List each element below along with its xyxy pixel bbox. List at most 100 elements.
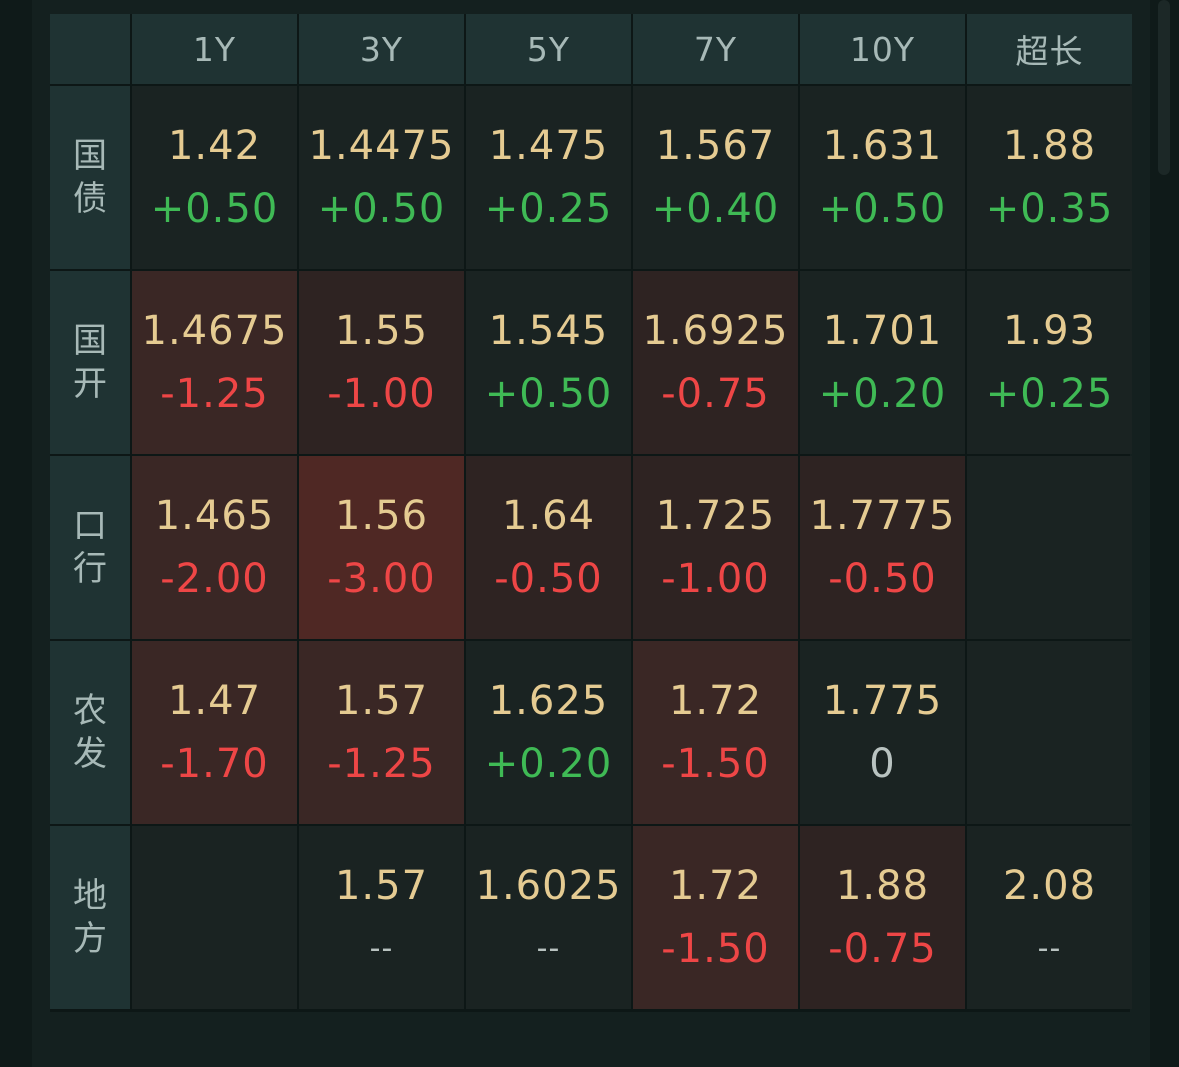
quote-cell-exim-10y[interactable]: 1.7775 -0.50 [800, 456, 965, 639]
bp-change-value: +0.40 [651, 186, 780, 232]
quote-cell-local-gov-5y[interactable]: 1.6025 -- [466, 826, 631, 1009]
yield-value: 2.08 [1002, 863, 1097, 909]
bp-change-value: +0.50 [317, 186, 446, 232]
yield-value: 1.4675 [141, 308, 288, 354]
quote-cell-cdb-10y[interactable]: 1.701 +0.20 [800, 271, 965, 454]
bp-change-value: +0.25 [484, 186, 613, 232]
bp-change-value: +0.25 [985, 371, 1114, 417]
bp-change-value: -1.00 [327, 371, 436, 417]
quote-cell-treasury-ultra-long[interactable]: 1.88 +0.35 [967, 86, 1132, 269]
bp-change-value: +0.35 [985, 186, 1114, 232]
quote-cell-cdb-ultra-long[interactable]: 1.93 +0.25 [967, 271, 1132, 454]
quote-cell-exim-5y[interactable]: 1.64 -0.50 [466, 456, 631, 639]
grid-corner [50, 14, 130, 84]
yield-value: 1.725 [655, 493, 776, 539]
yield-value: 1.72 [668, 678, 763, 724]
yield-value: 1.93 [1002, 308, 1097, 354]
bond-yield-grid: 1Y 3Y 5Y 7Y 10Y 超长 国债 1.42 +0.50 1.4475 +0.5… [50, 14, 1132, 1012]
quote-cell-adbc-10y[interactable]: 1.775 0 [800, 641, 965, 824]
quote-cell-treasury-1y[interactable]: 1.42 +0.50 [132, 86, 297, 269]
row-header-local-gov[interactable]: 地方 [50, 826, 130, 1009]
column-header-5y[interactable]: 5Y [466, 14, 631, 84]
bp-change-value: +0.20 [818, 371, 947, 417]
bp-change-value: +0.20 [484, 741, 613, 787]
yield-value: 1.55 [334, 308, 429, 354]
yield-value: 1.465 [154, 493, 275, 539]
row-header-treasury[interactable]: 国债 [50, 86, 130, 269]
bp-change-value: -1.25 [160, 371, 269, 417]
yield-value: 1.701 [822, 308, 943, 354]
yield-value: 1.775 [822, 678, 943, 724]
row-header-char: 国 [73, 135, 107, 176]
row-header-char: 发 [73, 733, 107, 774]
yield-value: 1.475 [488, 123, 609, 169]
yield-value: 1.631 [822, 123, 943, 169]
row-header-char: 地 [73, 875, 107, 916]
quote-cell-adbc-3y[interactable]: 1.57 -1.25 [299, 641, 464, 824]
bp-change-value: -0.75 [828, 926, 937, 972]
bp-change-value: -0.50 [828, 556, 937, 602]
row-header-cdb[interactable]: 国开 [50, 271, 130, 454]
quote-cell-local-gov-3y[interactable]: 1.57 -- [299, 826, 464, 1009]
quote-cell-cdb-7y[interactable]: 1.6925 -0.75 [633, 271, 798, 454]
quote-cell-exim-ultra-long [967, 456, 1132, 639]
quote-cell-local-gov-1y [132, 826, 297, 1009]
bp-change-value: -1.00 [661, 556, 770, 602]
quote-cell-treasury-7y[interactable]: 1.567 +0.40 [633, 86, 798, 269]
quote-cell-treasury-3y[interactable]: 1.4475 +0.50 [299, 86, 464, 269]
yield-value: 1.7775 [809, 493, 956, 539]
yield-value: 1.6925 [642, 308, 789, 354]
quote-cell-cdb-1y[interactable]: 1.4675 -1.25 [132, 271, 297, 454]
bp-change-value: -- [536, 931, 561, 966]
row-header-char: 债 [73, 178, 107, 219]
column-header-1y[interactable]: 1Y [132, 14, 297, 84]
yield-value: 1.88 [1002, 123, 1097, 169]
bp-change-value: -3.00 [327, 556, 436, 602]
yield-value: 1.47 [167, 678, 262, 724]
yield-value: 1.56 [334, 493, 429, 539]
quote-cell-local-gov-7y[interactable]: 1.72 -1.50 [633, 826, 798, 1009]
column-header-ultra-long[interactable]: 超长 [967, 14, 1132, 84]
yield-value: 1.545 [488, 308, 609, 354]
quote-cell-exim-3y[interactable]: 1.56 -3.00 [299, 456, 464, 639]
quote-cell-exim-1y[interactable]: 1.465 -2.00 [132, 456, 297, 639]
yield-value: 1.88 [835, 863, 930, 909]
bp-change-value: -2.00 [160, 556, 269, 602]
bp-change-value: -1.50 [661, 926, 770, 972]
quote-cell-adbc-5y[interactable]: 1.625 +0.20 [466, 641, 631, 824]
quote-cell-adbc-1y[interactable]: 1.47 -1.70 [132, 641, 297, 824]
yield-value: 1.64 [501, 493, 596, 539]
bp-change-value: -1.25 [327, 741, 436, 787]
quote-cell-treasury-10y[interactable]: 1.631 +0.50 [800, 86, 965, 269]
bp-change-value: -1.50 [661, 741, 770, 787]
quote-cell-local-gov-ultra-long[interactable]: 2.08 -- [967, 826, 1132, 1009]
bp-change-value: -- [369, 931, 394, 966]
quote-cell-adbc-ultra-long [967, 641, 1132, 824]
bp-change-value: +0.50 [484, 371, 613, 417]
yield-value: 1.4475 [308, 123, 455, 169]
column-header-10y[interactable]: 10Y [800, 14, 965, 84]
row-header-char: 方 [73, 918, 107, 959]
bp-change-value: -- [1037, 931, 1062, 966]
yield-value: 1.42 [167, 123, 262, 169]
row-header-char: 开 [73, 363, 107, 404]
bp-change-value: -0.50 [494, 556, 603, 602]
quote-cell-adbc-7y[interactable]: 1.72 -1.50 [633, 641, 798, 824]
quote-cell-cdb-5y[interactable]: 1.545 +0.50 [466, 271, 631, 454]
quote-cell-treasury-5y[interactable]: 1.475 +0.25 [466, 86, 631, 269]
row-header-adbc[interactable]: 农发 [50, 641, 130, 824]
bp-change-value: +0.50 [150, 186, 279, 232]
column-header-7y[interactable]: 7Y [633, 14, 798, 84]
quote-cell-exim-7y[interactable]: 1.725 -1.00 [633, 456, 798, 639]
row-header-char: 国 [73, 320, 107, 361]
yield-value: 1.57 [334, 678, 429, 724]
row-header-char: 行 [73, 548, 107, 589]
column-header-3y[interactable]: 3Y [299, 14, 464, 84]
row-header-exim[interactable]: 口行 [50, 456, 130, 639]
scrollbar[interactable] [1158, 0, 1170, 175]
quote-cell-cdb-3y[interactable]: 1.55 -1.00 [299, 271, 464, 454]
bp-change-value: -1.70 [160, 741, 269, 787]
quote-cell-local-gov-10y[interactable]: 1.88 -0.75 [800, 826, 965, 1009]
row-header-char: 农 [73, 690, 107, 731]
